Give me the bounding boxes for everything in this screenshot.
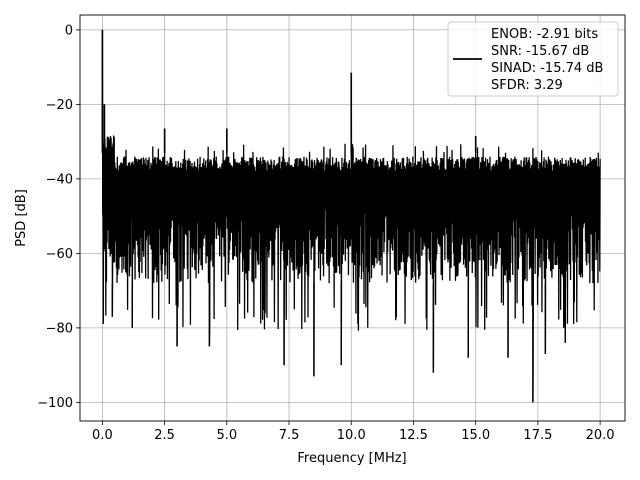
x-tick-label: 10.0 <box>337 428 366 443</box>
ticks <box>76 29 601 425</box>
x-tick-label: 5.0 <box>216 428 237 443</box>
plot-frame <box>79 14 626 422</box>
legend-text-snr: SNR: -15.67 dB <box>491 44 589 59</box>
legend-box <box>447 21 619 97</box>
series-layer <box>101 29 601 403</box>
y-tick-label: −80 <box>46 321 73 336</box>
psd-series-line <box>101 29 601 403</box>
tick-labels: 0.0 2.5 5.0 7.5 10.0 12.5 15.0 17.5 20.0 0 −20 −40 −… <box>37 23 614 443</box>
legend-text-sinad: SINAD: -15.74 dB <box>491 61 603 76</box>
x-tick-label: 12.5 <box>399 428 428 443</box>
x-tick-label: 15.0 <box>461 428 490 443</box>
x-tick-label: 20.0 <box>586 428 615 443</box>
legend-text-enob: ENOB: -2.91 bits <box>491 27 598 42</box>
y-tick-label: 0 <box>65 23 73 38</box>
y-tick-label: −20 <box>46 98 73 113</box>
y-tick-label: −60 <box>46 247 73 262</box>
legend-text-sfdr: SFDR: 3.29 <box>491 78 563 93</box>
x-tick-label: 7.5 <box>279 428 300 443</box>
y-axis-label: PSD [dB] <box>14 189 29 247</box>
y-tick-label: −40 <box>46 172 73 187</box>
x-axis-label: Frequency [MHz] <box>297 451 406 466</box>
x-tick-label: 17.5 <box>523 428 552 443</box>
legend: ENOB: -2.91 bits SNR: -15.67 dB SINAD: -… <box>447 21 619 97</box>
y-tick-label: −100 <box>37 396 73 411</box>
x-tick-label: 2.5 <box>154 428 175 443</box>
x-tick-label: 0.0 <box>92 428 113 443</box>
